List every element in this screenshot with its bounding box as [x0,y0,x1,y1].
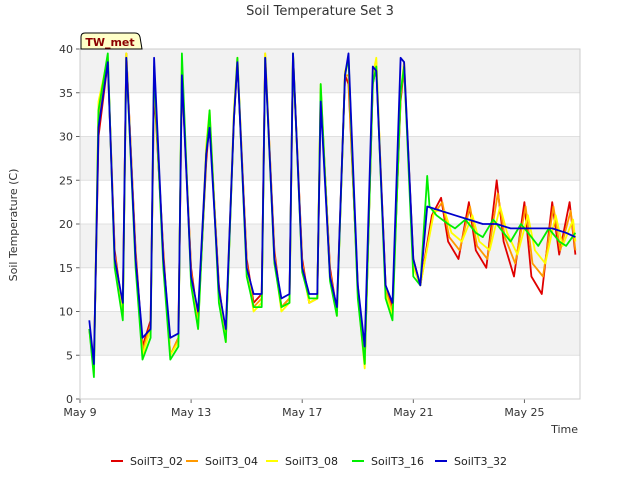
legend-label: SoilT3_04 [205,455,258,468]
legend-label: SoilT3_16 [371,455,424,468]
chart-title: Soil Temperature Set 3 [246,4,394,19]
y-tick-label: 5 [66,349,73,362]
y-tick-label: 40 [59,43,73,56]
series-line-soilt3-32 [88,52,576,365]
x-axis-ticks: May 9 May 13 May 17 May 21 May 25 [63,399,545,419]
x-tick-label: May 9 [63,406,96,419]
y-tick-label: 15 [59,262,73,275]
y-tick-label: 0 [66,393,73,406]
legend-label: SoilT3_32 [454,455,507,468]
legend: SoilT3_02 SoilT3_04 SoilT3_08 SoilT3_16 Soil… [111,455,507,468]
y-axis-ticks: 0 5 10 15 20 25 30 35 40 [59,43,80,406]
y-tick-label: 25 [59,174,73,187]
station-badge: TW_met [80,32,143,50]
y-tick-label: 35 [59,87,73,100]
series-lines [88,52,577,379]
grid-band [80,311,580,356]
legend-label: SoilT3_08 [285,455,338,468]
y-tick-label: 20 [59,218,73,231]
x-tick-label: May 21 [393,406,433,419]
y-tick-label: 10 [59,306,73,319]
y-axis-title: Soil Temperature (C) [7,169,20,282]
legend-label: SoilT3_02 [130,455,183,468]
x-tick-label: May 13 [171,406,211,419]
x-axis-title: Time [550,423,578,436]
y-tick-label: 30 [59,131,73,144]
grid-band [80,136,580,181]
x-tick-label: May 25 [504,406,544,419]
badge-label: TW_met [85,36,134,49]
badge-shape [80,32,143,50]
grid-band [80,49,580,93]
x-tick-label: May 17 [282,406,322,419]
plot-frame [79,48,581,400]
